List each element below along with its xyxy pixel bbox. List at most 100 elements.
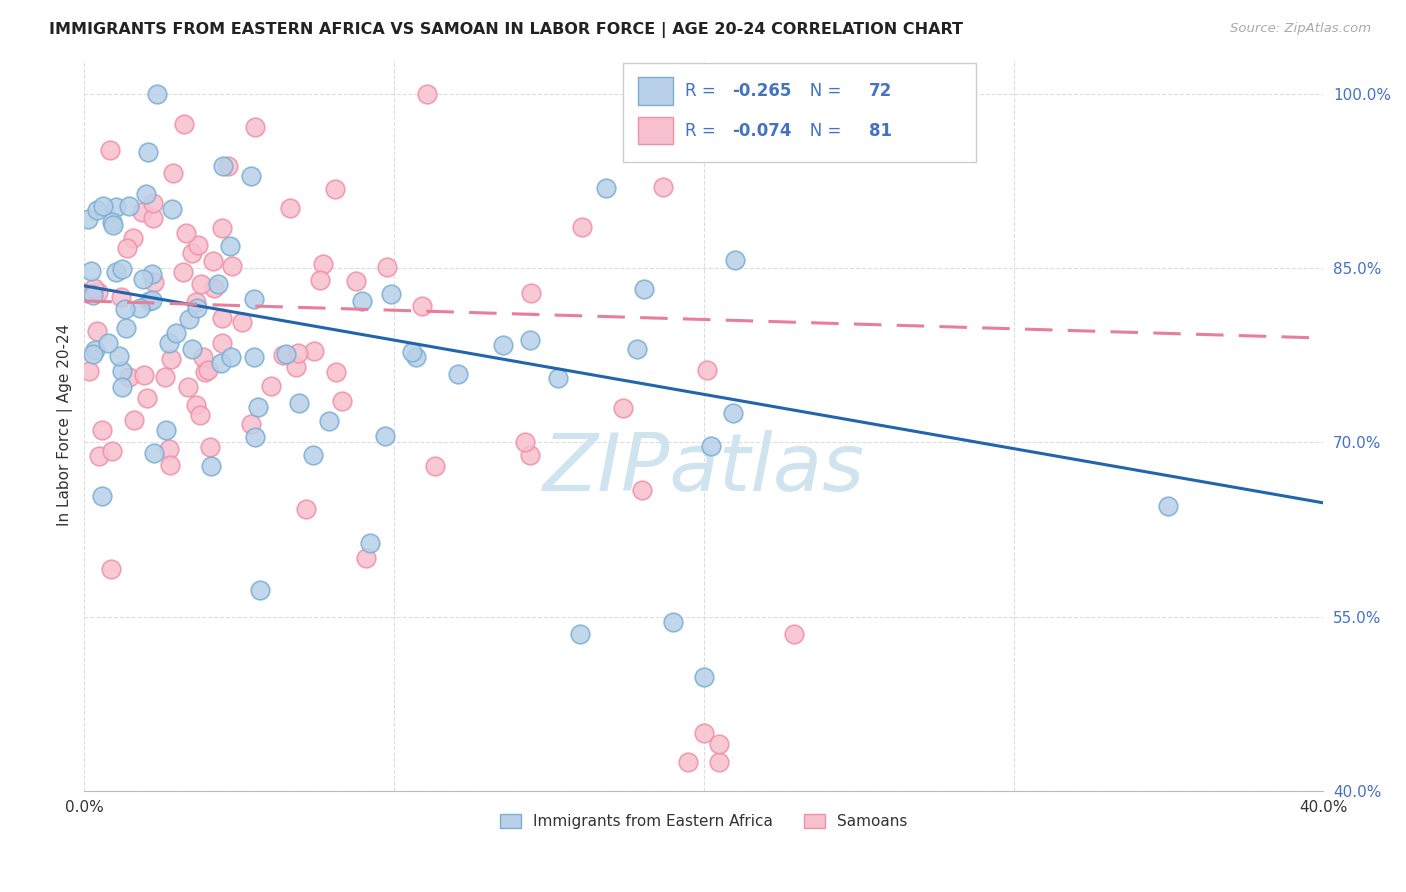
Point (211, 159, 233, 173)
Point (122, 413, 145, 427)
Text: 81: 81 (869, 121, 891, 139)
Point (571, 219, 593, 234)
Point (651, 180, 673, 194)
Point (77, 364, 100, 378)
Point (129, 301, 152, 315)
Point (134, 368, 156, 382)
Point (211, 311, 233, 326)
Point (626, 342, 648, 356)
Point (111, 379, 134, 393)
Point (200, 459, 222, 474)
Point (132, 271, 155, 285)
Point (218, 239, 240, 253)
Point (197, 362, 219, 376)
Text: R =: R = (685, 121, 721, 139)
Point (114, 321, 136, 335)
Point (115, 241, 138, 255)
Point (374, 429, 396, 443)
Point (172, 265, 194, 279)
Point (76, 286, 98, 301)
Point (82, 288, 104, 302)
Point (595, 180, 617, 194)
Point (93, 198, 115, 212)
Point (186, 301, 208, 315)
FancyBboxPatch shape (638, 77, 673, 105)
Point (202, 280, 225, 294)
Point (209, 356, 232, 370)
Point (136, 391, 159, 405)
Point (111, 364, 134, 378)
Text: R =: R = (685, 82, 721, 100)
Point (287, 346, 309, 360)
Point (344, 274, 367, 288)
Point (184, 295, 207, 310)
Point (181, 342, 204, 356)
Point (309, 272, 332, 286)
Point (302, 448, 325, 462)
Point (160, 202, 183, 217)
Point (723, 406, 745, 420)
Point (80, 264, 103, 278)
Point (243, 430, 266, 444)
Point (211, 221, 233, 235)
Point (273, 348, 295, 362)
Point (141, 267, 163, 281)
Point (350, 293, 373, 308)
Point (325, 365, 347, 379)
Point (104, 200, 127, 214)
Point (110, 290, 132, 304)
Point (401, 345, 423, 359)
Point (100, 561, 122, 575)
Point (162, 166, 184, 180)
Point (136, 145, 159, 160)
Point (104, 264, 127, 278)
Y-axis label: In Labor Force | Age 20-24: In Labor Force | Age 20-24 (58, 324, 73, 526)
Point (157, 335, 180, 350)
FancyBboxPatch shape (638, 117, 673, 145)
Point (142, 196, 165, 211)
Point (312, 258, 335, 272)
Point (82, 347, 104, 361)
Point (699, 440, 721, 454)
Point (240, 417, 263, 431)
Point (83, 280, 105, 294)
Point (188, 408, 211, 422)
Text: Source: ZipAtlas.com: Source: ZipAtlas.com (1230, 22, 1371, 36)
Point (202, 254, 225, 268)
FancyBboxPatch shape (623, 63, 976, 162)
Point (114, 301, 136, 316)
Point (118, 199, 141, 213)
Point (153, 370, 176, 384)
Point (194, 365, 217, 379)
Point (513, 434, 536, 449)
Text: ZIPatlas: ZIPatlas (543, 430, 865, 508)
Point (146, 87, 169, 102)
Point (724, 253, 747, 268)
Point (142, 211, 165, 225)
Point (190, 277, 212, 292)
Point (318, 414, 340, 428)
Point (101, 214, 124, 228)
Point (141, 293, 163, 308)
Point (411, 299, 433, 313)
Text: N =: N = (794, 121, 846, 139)
Point (186, 398, 208, 412)
Point (302, 344, 325, 359)
Point (142, 446, 165, 460)
Point (97, 336, 120, 351)
Point (160, 351, 183, 366)
Point (198, 440, 221, 454)
Point (519, 333, 541, 347)
Point (231, 315, 253, 329)
Point (135, 187, 157, 202)
Point (110, 262, 132, 277)
Point (287, 395, 309, 409)
Point (91, 423, 114, 437)
Point (330, 393, 353, 408)
Point (211, 336, 233, 351)
Text: -0.074: -0.074 (733, 121, 792, 139)
Point (325, 182, 347, 196)
Point (693, 725, 716, 739)
Point (187, 237, 209, 252)
Point (174, 226, 197, 240)
